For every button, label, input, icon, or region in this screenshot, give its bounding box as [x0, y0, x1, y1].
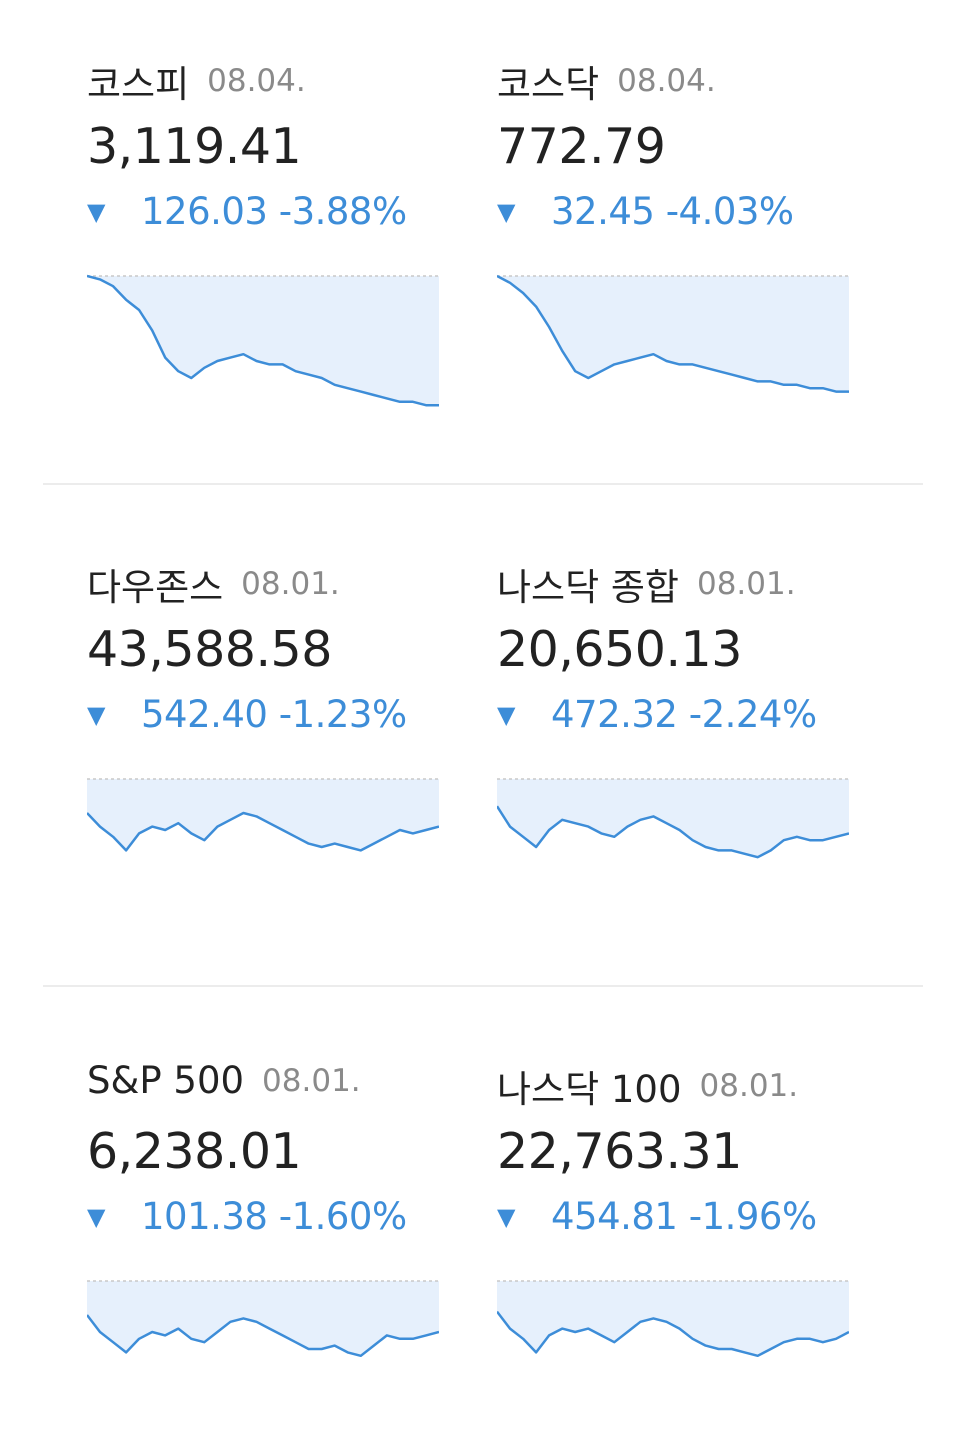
change-row: ▼ 101.38 -1.60% — [87, 1195, 407, 1239]
index-header: 나스닥 종합 08.01. — [497, 557, 796, 609]
change-percent: -3.88% — [278, 190, 407, 233]
index-name: 코스닥 — [497, 63, 600, 106]
row-divider — [43, 483, 923, 485]
index-name: 나스닥 100 — [497, 1068, 682, 1111]
index-date: 08.01. — [696, 566, 796, 602]
change-amount: 126.03 — [141, 190, 268, 233]
index-name: S&P 500 — [87, 1059, 245, 1102]
change-percent: -1.96% — [688, 1195, 817, 1238]
change-percent: -4.03% — [665, 190, 794, 233]
chart-series-line — [497, 805, 849, 859]
index-value: 22,763.31 — [497, 1123, 742, 1180]
change-row: ▼ 472.32 -2.24% — [497, 693, 817, 737]
chart-series-line — [87, 274, 439, 407]
change-row: ▼ 542.40 -1.23% — [87, 693, 407, 737]
change-value: 454.81 -1.96% — [551, 1195, 817, 1238]
index-value: 20,650.13 — [497, 621, 742, 678]
index-chart — [497, 778, 849, 859]
chart-series-line — [87, 1314, 439, 1358]
index-chart — [497, 1280, 849, 1358]
index-header: 코스닥 08.04. — [497, 54, 716, 106]
change-value: 126.03 -3.88% — [141, 190, 407, 233]
index-date: 08.01. — [241, 566, 340, 602]
chart-area-fill — [497, 1281, 849, 1356]
index-header: 코스피 08.04. — [87, 54, 306, 106]
index-card-dow-jones[interactable]: 다우존스 08.01. 43,588.58 ▼ 542.40 -1.23% — [87, 523, 447, 852]
change-amount: 101.38 — [141, 1195, 268, 1238]
index-date: 08.01. — [699, 1068, 799, 1104]
chart-series-line — [497, 274, 849, 393]
change-amount: 542.40 — [141, 693, 268, 736]
chart-series-line — [497, 1310, 849, 1358]
index-date: 08.01. — [262, 1062, 361, 1099]
index-chart — [87, 274, 439, 407]
index-card-kosdaq[interactable]: 코스닥 08.04. 772.79 ▼ 32.45 -4.03% — [497, 20, 857, 393]
index-value: 772.79 — [497, 118, 666, 175]
index-header: 다우존스 08.01. — [87, 557, 340, 609]
chart-area-fill — [87, 276, 439, 406]
chart-area-fill — [497, 779, 849, 858]
index-header: S&P 500 08.01. — [87, 1059, 361, 1103]
triangle-down-icon: ▼ — [497, 1202, 516, 1231]
chart-area-fill — [87, 1281, 439, 1356]
change-value: 542.40 -1.23% — [141, 693, 407, 736]
change-amount: 454.81 — [551, 1195, 678, 1238]
index-chart — [87, 1280, 439, 1358]
triangle-down-icon: ▼ — [497, 700, 516, 729]
chart-area-fill — [87, 779, 439, 851]
change-value: 101.38 -1.60% — [141, 1195, 407, 1238]
change-row: ▼ 126.03 -3.88% — [87, 190, 407, 234]
change-percent: -1.23% — [278, 693, 407, 736]
index-header: 나스닥 100 08.01. — [497, 1059, 799, 1111]
change-amount: 32.45 — [551, 190, 655, 233]
change-row: ▼ 454.81 -1.96% — [497, 1195, 817, 1239]
index-name: 다우존스 — [87, 566, 224, 609]
chart-area-fill — [497, 276, 849, 392]
change-value: 32.45 -4.03% — [551, 190, 794, 233]
index-value: 3,119.41 — [87, 118, 302, 175]
index-card-nasdaq-100[interactable]: 나스닥 100 08.01. 22,763.31 ▼ 454.81 -1.96% — [497, 1025, 857, 1358]
index-chart — [87, 778, 439, 852]
index-card-sp500[interactable]: S&P 500 08.01. 6,238.01 ▼ 101.38 -1.60% — [87, 1025, 447, 1358]
change-row: ▼ 32.45 -4.03% — [497, 190, 794, 234]
index-date: 08.04. — [207, 63, 306, 99]
triangle-down-icon: ▼ — [87, 197, 106, 226]
index-value: 6,238.01 — [87, 1123, 302, 1180]
index-value: 43,588.58 — [87, 621, 332, 678]
triangle-down-icon: ▼ — [497, 197, 516, 226]
change-amount: 472.32 — [551, 693, 678, 736]
index-card-nasdaq-composite[interactable]: 나스닥 종합 08.01. 20,650.13 ▼ 472.32 -2.24% — [497, 523, 857, 859]
change-percent: -1.60% — [278, 1195, 407, 1238]
index-chart — [497, 274, 849, 393]
triangle-down-icon: ▼ — [87, 700, 106, 729]
change-percent: -2.24% — [688, 693, 817, 736]
index-card-kospi[interactable]: 코스피 08.04. 3,119.41 ▼ 126.03 -3.88% — [87, 20, 447, 407]
index-date: 08.04. — [617, 63, 716, 99]
index-name: 나스닥 종합 — [497, 566, 679, 609]
triangle-down-icon: ▼ — [87, 1202, 106, 1231]
change-value: 472.32 -2.24% — [551, 693, 817, 736]
row-divider — [43, 985, 923, 987]
chart-series-line — [87, 811, 439, 852]
index-name: 코스피 — [87, 63, 190, 106]
